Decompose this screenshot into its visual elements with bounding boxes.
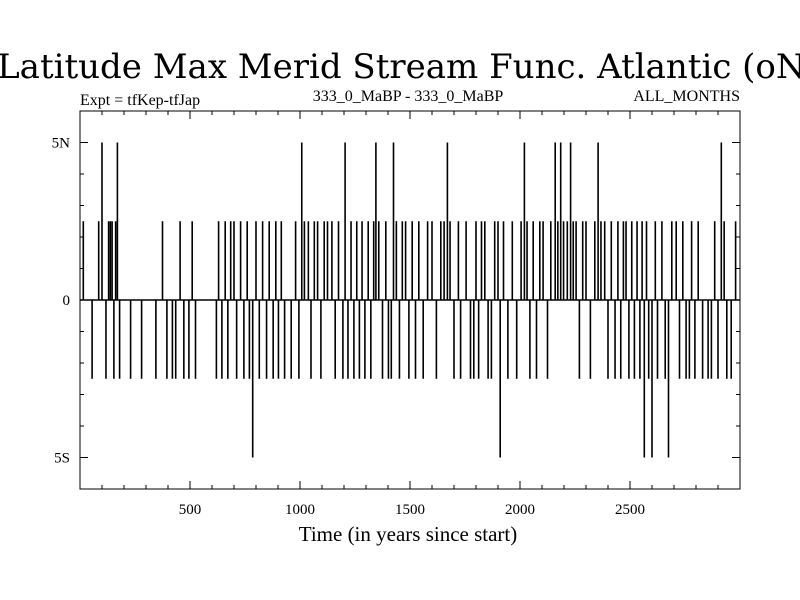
series-group	[80, 142, 740, 458]
x-axis-label: Time (in years since start)	[299, 522, 518, 546]
chart-title: Latitude Max Merid Stream Func. Atlantic…	[0, 47, 800, 87]
series-line	[80, 142, 740, 458]
y-tick-label: 5N	[52, 136, 71, 152]
x-tick-label: 500	[179, 502, 202, 518]
x-tick-label: 1500	[395, 502, 425, 518]
x-tick-label: 1000	[285, 502, 315, 518]
x-tick-label: 2000	[505, 502, 535, 518]
chart-subtitle-right: ALL_MONTHS	[633, 88, 740, 105]
y-tick-label: 0	[63, 293, 71, 309]
chart-subtitle-left: Expt = tfKep-tfJap	[80, 92, 200, 109]
chart-subtitle-center: 333_0_MaBP - 333_0_MaBP	[313, 88, 504, 105]
axis-ticks: 500 1000 1500 2000 2500 5N 0 5S	[52, 110, 740, 518]
y-tick-label: 5S	[54, 451, 70, 467]
x-tick-label: 2500	[615, 502, 645, 518]
